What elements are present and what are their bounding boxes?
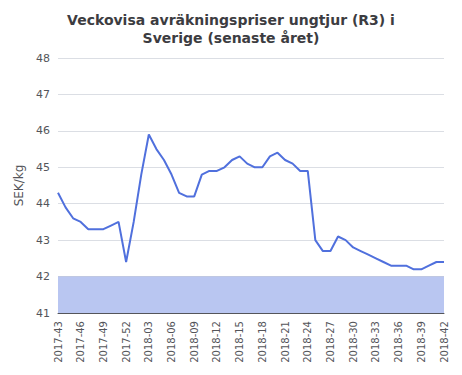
svg-text:2018-42: 2018-42 <box>439 321 450 363</box>
svg-text:42: 42 <box>36 270 50 283</box>
svg-text:Veckovisa avräkningspriser ung: Veckovisa avräkningspriser ungtjur (R3) … <box>67 12 395 28</box>
svg-text:44: 44 <box>36 197 50 210</box>
svg-text:45: 45 <box>36 161 50 174</box>
svg-text:2017-46: 2017-46 <box>75 321 86 363</box>
svg-text:2018-30: 2018-30 <box>348 321 359 363</box>
svg-text:2018-09: 2018-09 <box>189 321 200 363</box>
svg-text:2017-49: 2017-49 <box>98 321 109 363</box>
svg-text:2018-06: 2018-06 <box>166 321 177 363</box>
svg-text:41: 41 <box>36 307 50 320</box>
svg-text:2018-27: 2018-27 <box>325 321 336 363</box>
svg-text:48: 48 <box>36 52 50 65</box>
svg-text:2018-33: 2018-33 <box>370 321 381 363</box>
svg-text:46: 46 <box>36 124 50 137</box>
svg-text:2018-12: 2018-12 <box>211 321 222 363</box>
svg-text:2018-15: 2018-15 <box>234 321 245 363</box>
svg-text:2018-39: 2018-39 <box>416 321 427 363</box>
svg-text:2017-52: 2017-52 <box>121 321 132 363</box>
svg-text:2018-03: 2018-03 <box>143 321 154 363</box>
svg-text:43: 43 <box>36 234 50 247</box>
svg-text:2018-36: 2018-36 <box>393 321 404 363</box>
svg-text:2018-21: 2018-21 <box>280 321 291 363</box>
svg-text:47: 47 <box>36 88 50 101</box>
svg-text:2017-43: 2017-43 <box>53 321 64 363</box>
svg-text:2018-24: 2018-24 <box>302 321 313 363</box>
svg-text:Sverige (senaste året): Sverige (senaste året) <box>143 30 320 46</box>
svg-text:SEK/kg: SEK/kg <box>12 165 26 207</box>
svg-text:2018-18: 2018-18 <box>257 321 268 363</box>
